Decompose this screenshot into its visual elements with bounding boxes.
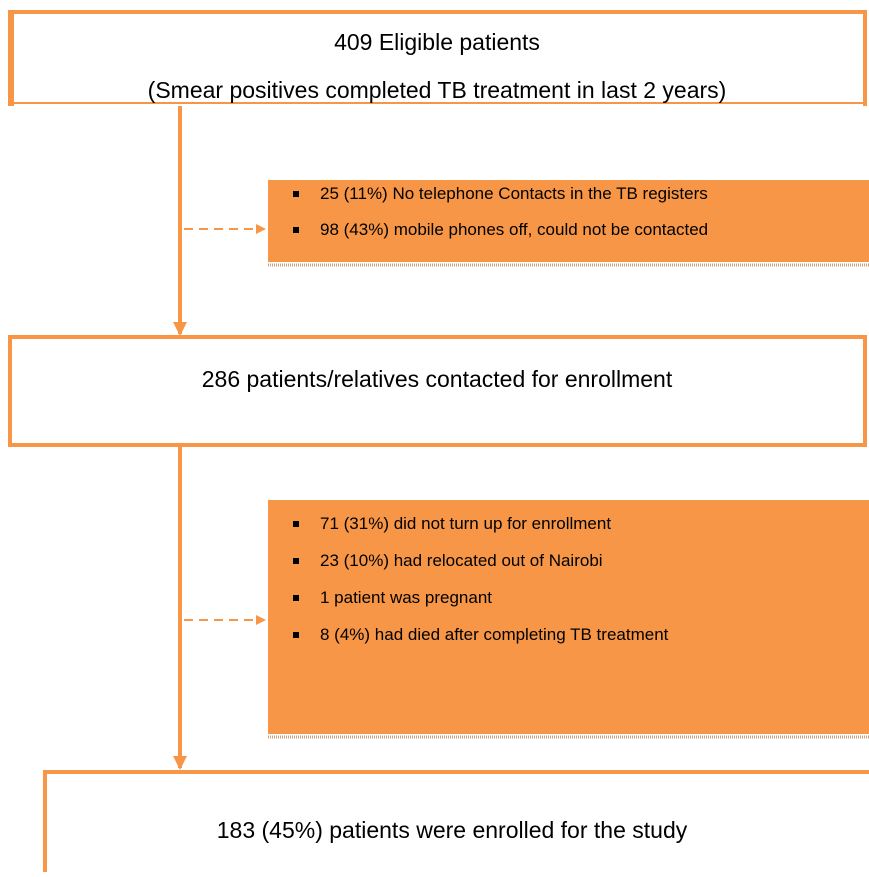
bullet bbox=[293, 558, 299, 564]
node-box bbox=[8, 335, 867, 447]
bullet bbox=[293, 632, 299, 638]
clip bbox=[12, 104, 863, 112]
bullet bbox=[293, 595, 299, 601]
bullet bbox=[293, 191, 299, 197]
exclusion-item: 25 (11%) No telephone Contacts in the TB… bbox=[320, 184, 708, 203]
exclusion-item: 1 patient was pregnant bbox=[320, 588, 492, 607]
bullet bbox=[293, 227, 299, 233]
node-label: 409 Eligible patients bbox=[334, 29, 540, 55]
exclusion-box bbox=[268, 500, 869, 734]
node-label: 183 (45%) patients were enrolled for the… bbox=[217, 817, 688, 843]
node-label: 286 patients/relatives contacted for enr… bbox=[202, 366, 673, 392]
bullet bbox=[293, 521, 299, 527]
exclusion-box bbox=[268, 180, 869, 262]
node-sublabel: (Smear positives completed TB treatment … bbox=[148, 77, 727, 103]
exclusion-item: 98 (43%) mobile phones off, could not be… bbox=[320, 220, 708, 239]
exclusion-item: 8 (4%) had died after completing TB trea… bbox=[320, 625, 669, 644]
exclusion-item: 23 (10%) had relocated out of Nairobi bbox=[320, 551, 603, 570]
exclusion-item: 71 (31%) did not turn up for enrollment bbox=[320, 514, 611, 533]
